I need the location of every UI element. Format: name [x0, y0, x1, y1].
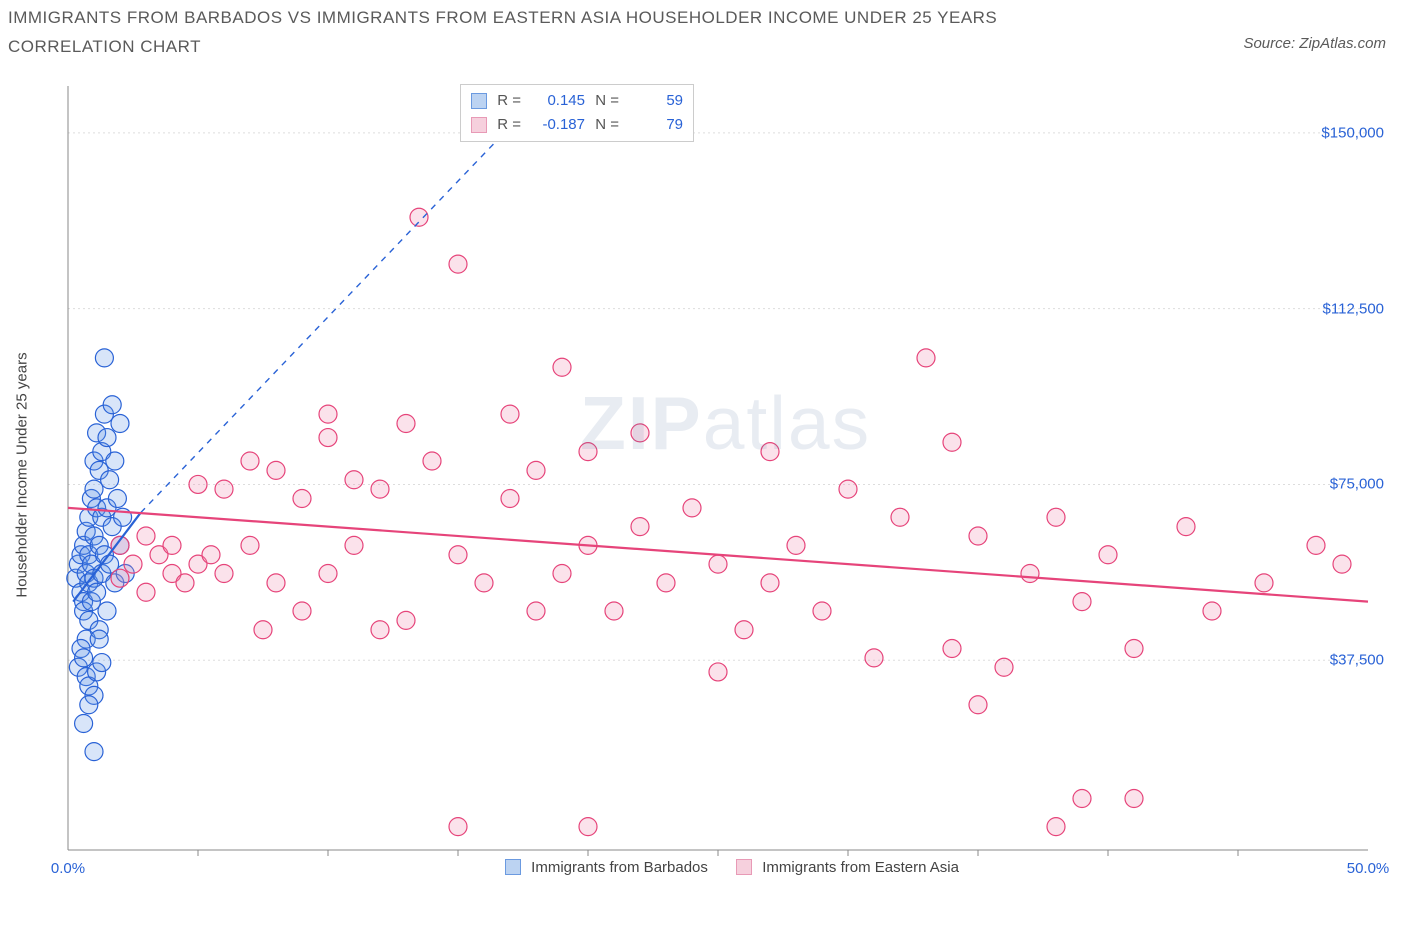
chart-container: Householder Income Under 25 years $37,50… [50, 80, 1390, 870]
chart-title: IMMIGRANTS FROM BARBADOS VS IMMIGRANTS F… [8, 4, 1128, 62]
stats-box: R = 0.145 N = 59 R = -0.187 N = 79 [460, 84, 694, 142]
stats-n-value-1: 79 [627, 113, 683, 137]
stats-swatch-1 [471, 117, 487, 133]
stats-n-label-1: N = [593, 113, 619, 137]
y-tick-label: $75,000 [1330, 476, 1384, 493]
y-tick-label: $150,000 [1321, 124, 1384, 141]
legend-label-1: Immigrants from Eastern Asia [762, 859, 959, 876]
legend: Immigrants from Barbados Immigrants from… [50, 859, 1390, 876]
legend-swatch-0 [505, 859, 521, 875]
y-axis-label: Householder Income Under 25 years [14, 352, 31, 597]
y-tick-label: $37,500 [1330, 652, 1384, 669]
stats-n-label-0: N = [593, 89, 619, 113]
scatter-plot [60, 80, 1380, 870]
stats-row-0: R = 0.145 N = 59 [471, 89, 683, 113]
stats-row-1: R = -0.187 N = 79 [471, 113, 683, 137]
stats-r-label-0: R = [495, 89, 521, 113]
stats-swatch-0 [471, 93, 487, 109]
legend-swatch-1 [736, 859, 752, 875]
source-credit: Source: ZipAtlas.com [1243, 35, 1386, 52]
y-tick-label: $112,500 [1323, 300, 1384, 317]
stats-r-value-1: -0.187 [529, 113, 585, 137]
legend-label-0: Immigrants from Barbados [531, 859, 708, 876]
stats-r-label-1: R = [495, 113, 521, 137]
stats-r-value-0: 0.145 [529, 89, 585, 113]
stats-n-value-0: 59 [627, 89, 683, 113]
